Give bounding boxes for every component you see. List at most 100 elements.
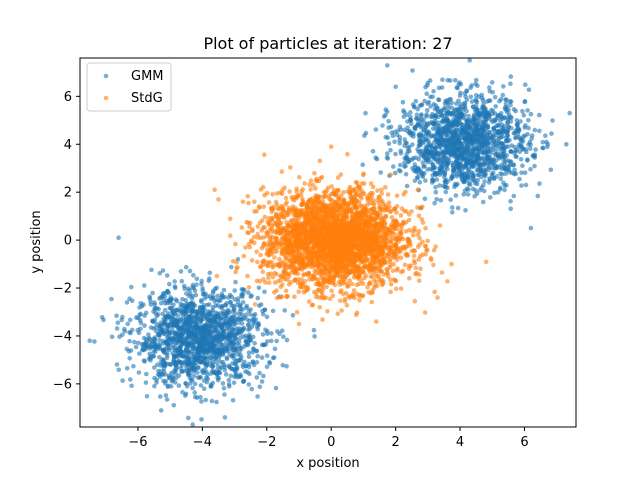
point-gmm [272,346,278,352]
point-gmm [109,334,115,340]
point-stdg [351,288,357,293]
point-gmm [210,364,215,370]
point-gmm [443,189,449,195]
point-gmm [418,142,423,148]
point-gmm [167,347,172,353]
point-gmm [240,291,246,297]
point-gmm [497,146,503,152]
point-gmm [461,146,466,151]
point-gmm [157,394,163,399]
point-gmm [449,160,455,166]
point-gmm [473,158,479,163]
point-gmm [423,178,428,183]
point-gmm [259,342,265,348]
point-stdg [314,291,319,297]
point-stdg [347,278,353,283]
point-gmm [490,133,496,138]
point-stdg [272,280,278,285]
point-gmm [471,116,477,122]
point-gmm [264,364,270,370]
point-gmm [430,167,435,172]
point-stdg [422,310,428,315]
point-gmm [437,172,443,177]
point-gmm [152,336,158,342]
point-gmm [470,104,476,110]
point-gmm [397,135,403,140]
point-gmm [464,165,470,171]
point-gmm [403,171,409,177]
point-stdg [245,193,250,199]
point-gmm [448,151,454,156]
point-gmm [416,166,421,172]
point-gmm [462,105,468,111]
point-stdg [428,255,434,261]
point-gmm [501,128,507,133]
point-stdg [313,186,318,191]
point-gmm [499,155,504,160]
point-gmm [422,98,427,104]
point-gmm [449,100,455,106]
point-stdg [257,278,263,284]
point-gmm [511,193,517,199]
point-stdg [284,200,290,205]
point-gmm [192,390,197,395]
point-gmm [481,183,486,188]
point-gmm [479,138,485,144]
point-gmm [474,191,480,196]
point-gmm [467,151,473,157]
point-gmm [393,84,399,90]
point-gmm [171,402,177,408]
point-gmm [192,367,198,373]
point-gmm [255,326,260,332]
point-gmm [143,380,149,385]
point-gmm [450,120,456,125]
point-stdg [390,268,396,274]
point-gmm [157,346,162,352]
point-gmm [255,295,261,301]
point-gmm [116,235,121,240]
point-stdg [339,288,344,293]
point-gmm [277,331,282,337]
point-gmm [430,114,435,120]
point-gmm [183,347,189,353]
series-stdg [212,144,489,327]
point-stdg [230,258,236,264]
point-stdg [349,281,355,287]
point-gmm [153,342,159,348]
point-gmm [205,372,210,378]
point-stdg [393,286,399,292]
point-gmm [491,144,496,149]
point-gmm [177,326,182,331]
point-gmm [198,383,204,388]
point-gmm [436,138,442,144]
point-gmm [180,389,185,395]
point-gmm [115,320,121,326]
point-gmm [512,130,518,136]
point-gmm [109,296,114,302]
point-gmm [209,384,214,389]
point-gmm [264,353,270,359]
point-gmm [186,415,191,421]
point-gmm [239,287,245,292]
point-gmm [492,190,497,196]
point-gmm [408,114,413,120]
point-stdg [308,187,314,192]
point-gmm [249,293,254,298]
point-gmm [257,384,263,390]
point-gmm [416,149,421,154]
point-stdg [344,302,350,308]
point-stdg [270,274,276,280]
point-gmm [281,334,286,340]
point-stdg [341,190,346,195]
point-gmm [427,150,433,156]
point-gmm [454,101,459,106]
point-gmm [290,312,296,318]
point-gmm [177,338,183,344]
point-gmm [477,187,483,193]
point-stdg [325,309,330,314]
point-gmm [227,384,232,389]
point-gmm [402,160,407,165]
point-gmm [454,127,459,132]
point-gmm [227,329,232,335]
point-gmm [187,268,193,274]
